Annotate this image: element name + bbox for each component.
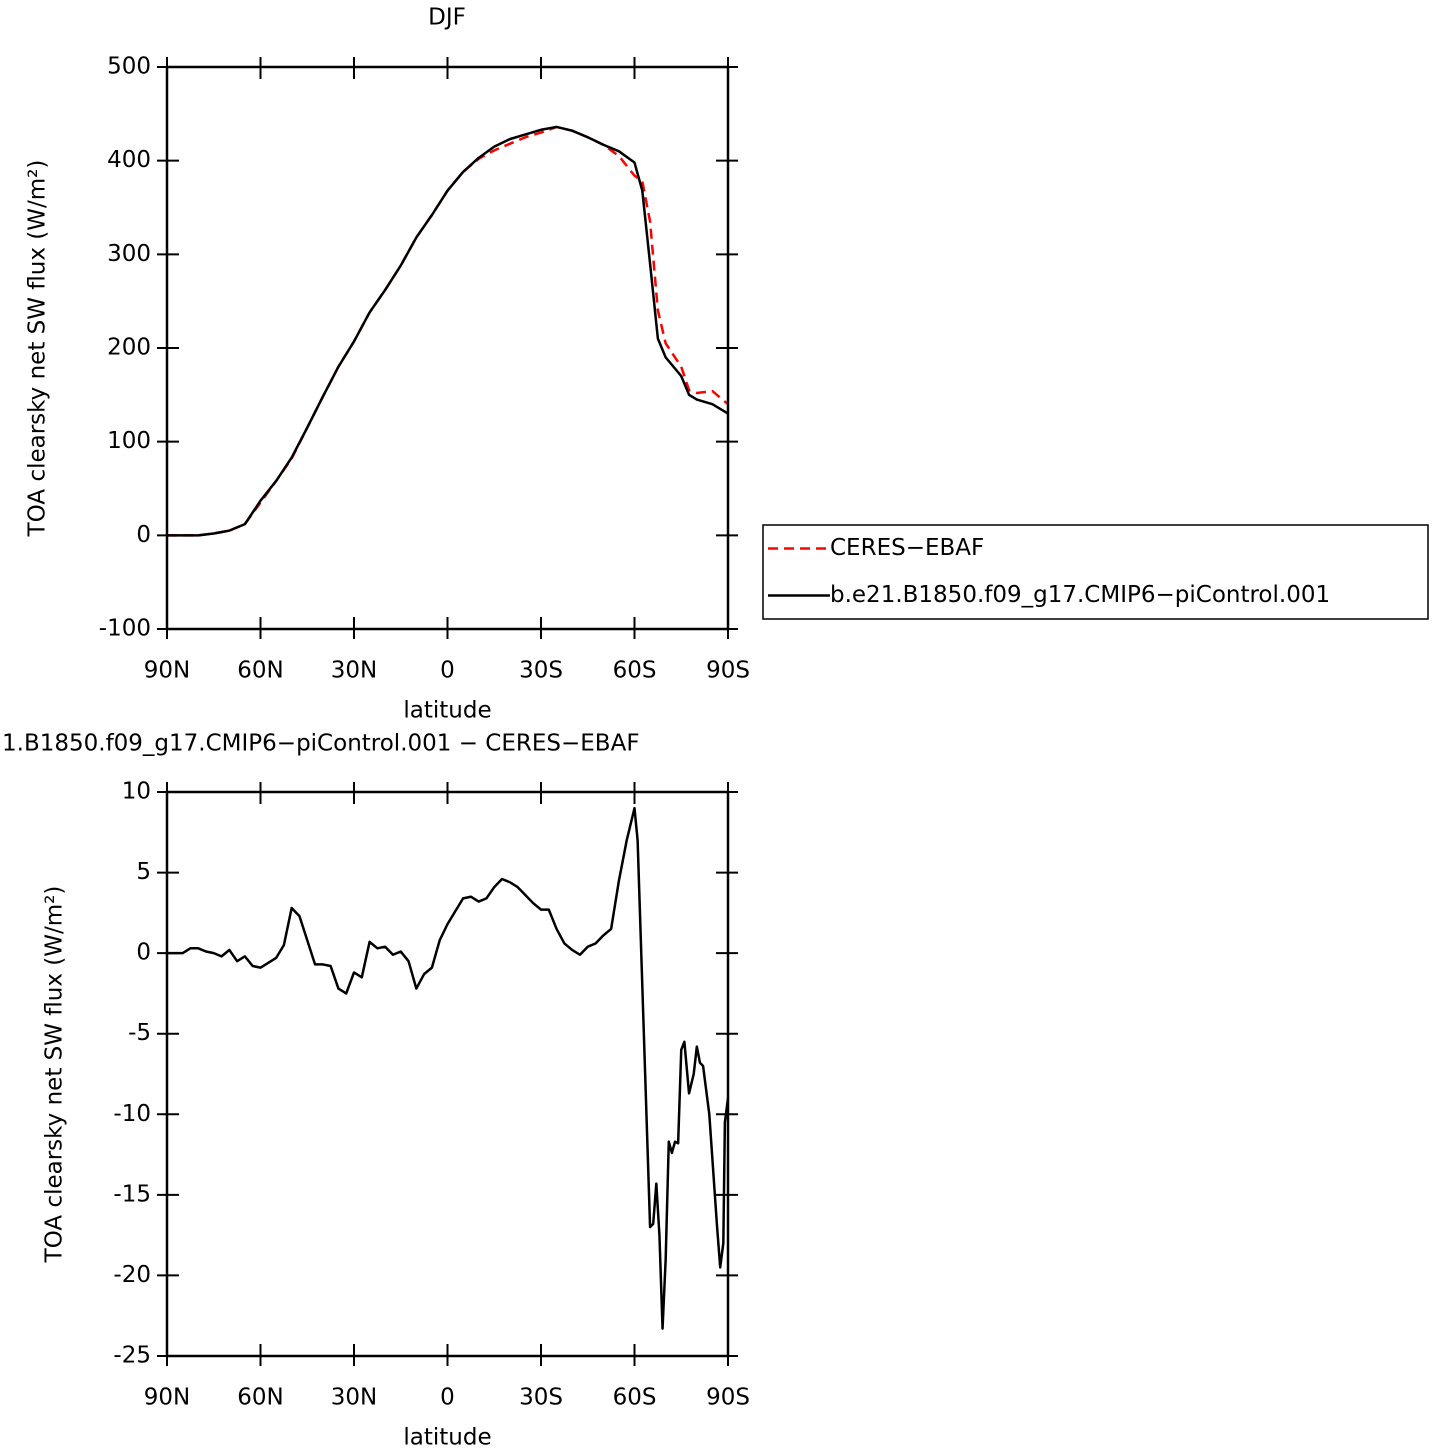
- y-tick-label: -15: [113, 1181, 151, 1207]
- x-tick-label: 30S: [519, 1385, 563, 1411]
- y-tick-label: -20: [113, 1262, 151, 1288]
- y-tick-label: -25: [113, 1343, 151, 1369]
- x-axis-label: latitude: [403, 1425, 491, 1451]
- x-tick-label: 60N: [237, 658, 283, 684]
- y-tick-label: 500: [107, 54, 151, 80]
- x-tick-label: 30N: [331, 658, 377, 684]
- x-tick-label: 90S: [706, 1385, 750, 1411]
- y-axis-label: TOA clearsky net SW flux (W/m²): [25, 160, 51, 538]
- data-line: [167, 806, 730, 1330]
- y-tick-label: 0: [136, 522, 151, 548]
- data-line: [167, 125, 729, 537]
- x-tick-label: 90N: [144, 658, 190, 684]
- x-tick-label: 90S: [706, 658, 750, 684]
- x-tick-label: 60N: [237, 1385, 283, 1411]
- x-tick-label: 30S: [519, 658, 563, 684]
- y-tick-label: 300: [107, 241, 151, 267]
- y-tick-label: -5: [128, 1020, 151, 1046]
- legend-box: [762, 524, 1429, 620]
- x-tick-label: 0: [440, 658, 455, 684]
- x-tick-label: 0: [440, 1385, 455, 1411]
- y-tick-label: -10: [113, 1101, 151, 1127]
- y-tick-label: 400: [107, 147, 151, 173]
- y-tick-label: 0: [136, 940, 151, 966]
- chart-title: DJF: [428, 5, 466, 31]
- y-tick-label: 100: [107, 428, 151, 454]
- plot-frame: [165, 65, 730, 631]
- plot-frame: [165, 790, 730, 1358]
- y-tick-label: 10: [122, 779, 151, 805]
- y-tick-label: 200: [107, 335, 151, 361]
- x-tick-label: 60S: [613, 1385, 657, 1411]
- legend-label: CERES−EBAF: [830, 535, 984, 561]
- chart-title: 1.B1850.f09_g17.CMIP6−piControl.001 − CE…: [2, 731, 640, 757]
- y-tick-label: -100: [99, 616, 151, 642]
- legend-label: b.e21.B1850.f09_g17.CMIP6−piControl.001: [830, 582, 1330, 608]
- x-tick-label: 30N: [331, 1385, 377, 1411]
- data-line: [167, 125, 729, 537]
- y-axis-label: TOA clearsky net SW flux (W/m²): [42, 886, 68, 1264]
- x-tick-label: 60S: [613, 658, 657, 684]
- y-tick-label: 5: [136, 859, 151, 885]
- x-axis-label: latitude: [403, 698, 491, 724]
- x-tick-label: 90N: [144, 1385, 190, 1411]
